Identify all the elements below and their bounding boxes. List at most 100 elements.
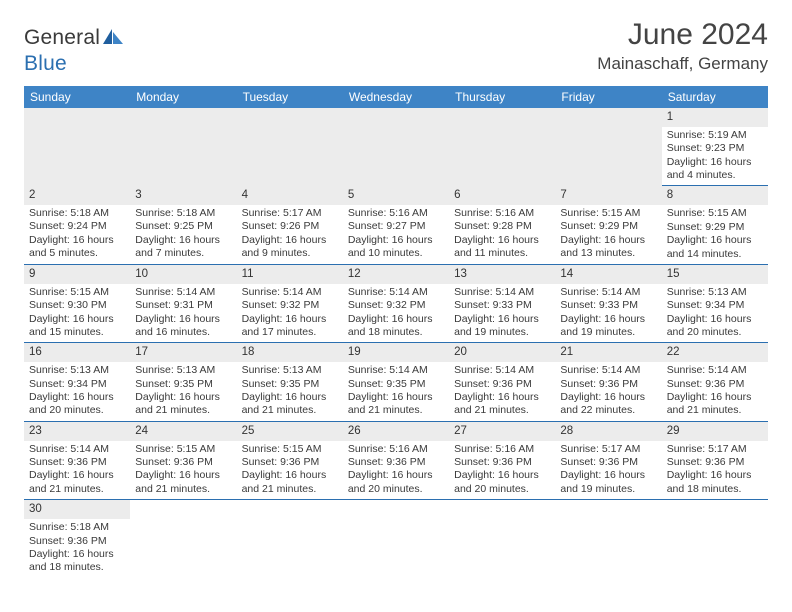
sunrise-text: Sunrise: 5:15 AM <box>560 207 656 220</box>
daylight-text: Daylight: 16 hours <box>29 391 125 404</box>
daylight-text: and 4 minutes. <box>667 169 763 182</box>
calendar-empty-cell <box>130 108 236 186</box>
day-number: 8 <box>662 186 768 205</box>
daylight-text: Daylight: 16 hours <box>29 548 125 561</box>
sunrise-text: Sunrise: 5:14 AM <box>560 286 656 299</box>
sunset-text: Sunset: 9:35 PM <box>135 378 231 391</box>
daylight-text: Daylight: 16 hours <box>454 391 550 404</box>
daylight-text: and 21 minutes. <box>454 404 550 417</box>
calendar-day-cell: 22Sunrise: 5:14 AMSunset: 9:36 PMDayligh… <box>662 343 768 421</box>
day-number: 4 <box>237 186 343 205</box>
calendar-day-cell: 24Sunrise: 5:15 AMSunset: 9:36 PMDayligh… <box>130 421 236 499</box>
calendar-empty-cell <box>555 500 661 578</box>
day-number: 30 <box>24 500 130 519</box>
calendar-day-cell: 26Sunrise: 5:16 AMSunset: 9:36 PMDayligh… <box>343 421 449 499</box>
daylight-text: Daylight: 16 hours <box>454 234 550 247</box>
weekday-header: Monday <box>130 86 236 108</box>
month-title: June 2024 <box>597 18 768 52</box>
sunset-text: Sunset: 9:36 PM <box>348 456 444 469</box>
calendar-day-cell: 25Sunrise: 5:15 AMSunset: 9:36 PMDayligh… <box>237 421 343 499</box>
sunrise-text: Sunrise: 5:17 AM <box>560 443 656 456</box>
sunset-text: Sunset: 9:36 PM <box>454 378 550 391</box>
daylight-text: Daylight: 16 hours <box>560 469 656 482</box>
calendar-day-cell: 4Sunrise: 5:17 AMSunset: 9:26 PMDaylight… <box>237 186 343 264</box>
sunrise-text: Sunrise: 5:16 AM <box>454 443 550 456</box>
daylight-text: Daylight: 16 hours <box>242 469 338 482</box>
day-number: 14 <box>555 265 661 284</box>
calendar-day-cell: 23Sunrise: 5:14 AMSunset: 9:36 PMDayligh… <box>24 421 130 499</box>
day-number: 16 <box>24 343 130 362</box>
day-number: 17 <box>130 343 236 362</box>
sunrise-text: Sunrise: 5:18 AM <box>135 207 231 220</box>
sunset-text: Sunset: 9:36 PM <box>667 456 763 469</box>
day-number: 22 <box>662 343 768 362</box>
calendar-day-cell: 15Sunrise: 5:13 AMSunset: 9:34 PMDayligh… <box>662 264 768 342</box>
sunrise-text: Sunrise: 5:14 AM <box>29 443 125 456</box>
weekday-header: Thursday <box>449 86 555 108</box>
daylight-text: Daylight: 16 hours <box>135 391 231 404</box>
daylight-text: and 19 minutes. <box>560 326 656 339</box>
daylight-text: and 21 minutes. <box>29 483 125 496</box>
calendar-day-cell: 7Sunrise: 5:15 AMSunset: 9:29 PMDaylight… <box>555 186 661 264</box>
daylight-text: Daylight: 16 hours <box>560 313 656 326</box>
daylight-text: and 20 minutes. <box>667 326 763 339</box>
daylight-text: Daylight: 16 hours <box>348 469 444 482</box>
daylight-text: Daylight: 16 hours <box>667 391 763 404</box>
daylight-text: Daylight: 16 hours <box>454 469 550 482</box>
daylight-text: Daylight: 16 hours <box>29 313 125 326</box>
calendar-day-cell: 6Sunrise: 5:16 AMSunset: 9:28 PMDaylight… <box>449 186 555 264</box>
day-number: 9 <box>24 265 130 284</box>
calendar-day-cell: 29Sunrise: 5:17 AMSunset: 9:36 PMDayligh… <box>662 421 768 499</box>
day-details: Sunrise: 5:16 AMSunset: 9:36 PMDaylight:… <box>343 441 449 500</box>
header: GeneralBlue June 2024 Mainaschaff, Germa… <box>24 18 768 76</box>
sunset-text: Sunset: 9:35 PM <box>348 378 444 391</box>
sunrise-text: Sunrise: 5:15 AM <box>29 286 125 299</box>
daylight-text: Daylight: 16 hours <box>667 234 763 247</box>
daylight-text: and 16 minutes. <box>135 326 231 339</box>
sunset-text: Sunset: 9:36 PM <box>560 378 656 391</box>
day-number: 24 <box>130 422 236 441</box>
weekday-header: Friday <box>555 86 661 108</box>
daylight-text: and 21 minutes. <box>135 404 231 417</box>
daylight-text: and 20 minutes. <box>29 404 125 417</box>
sunset-text: Sunset: 9:33 PM <box>454 299 550 312</box>
sunrise-text: Sunrise: 5:15 AM <box>242 443 338 456</box>
calendar-day-cell: 8Sunrise: 5:15 AMSunset: 9:29 PMDaylight… <box>662 186 768 264</box>
day-details: Sunrise: 5:17 AMSunset: 9:36 PMDaylight:… <box>662 441 768 500</box>
sail-icon <box>102 28 124 52</box>
sunrise-text: Sunrise: 5:14 AM <box>454 364 550 377</box>
calendar-day-cell: 2Sunrise: 5:18 AMSunset: 9:24 PMDaylight… <box>24 186 130 264</box>
daylight-text: Daylight: 16 hours <box>135 234 231 247</box>
sunset-text: Sunset: 9:35 PM <box>242 378 338 391</box>
sunrise-text: Sunrise: 5:14 AM <box>135 286 231 299</box>
calendar-day-cell: 3Sunrise: 5:18 AMSunset: 9:25 PMDaylight… <box>130 186 236 264</box>
calendar-day-cell: 10Sunrise: 5:14 AMSunset: 9:31 PMDayligh… <box>130 264 236 342</box>
daylight-text: and 20 minutes. <box>348 483 444 496</box>
calendar-week-row: 30Sunrise: 5:18 AMSunset: 9:36 PMDayligh… <box>24 500 768 578</box>
sunset-text: Sunset: 9:36 PM <box>454 456 550 469</box>
calendar-empty-cell <box>343 108 449 186</box>
day-details: Sunrise: 5:14 AMSunset: 9:36 PMDaylight:… <box>662 362 768 421</box>
calendar-empty-cell <box>555 108 661 186</box>
daylight-text: and 21 minutes. <box>348 404 444 417</box>
daylight-text: Daylight: 16 hours <box>667 156 763 169</box>
calendar-day-cell: 21Sunrise: 5:14 AMSunset: 9:36 PMDayligh… <box>555 343 661 421</box>
sunrise-text: Sunrise: 5:13 AM <box>29 364 125 377</box>
day-details: Sunrise: 5:14 AMSunset: 9:31 PMDaylight:… <box>130 284 236 343</box>
day-number: 15 <box>662 265 768 284</box>
calendar-day-cell: 18Sunrise: 5:13 AMSunset: 9:35 PMDayligh… <box>237 343 343 421</box>
daylight-text: Daylight: 16 hours <box>348 313 444 326</box>
daylight-text: and 18 minutes. <box>348 326 444 339</box>
calendar-day-cell: 9Sunrise: 5:15 AMSunset: 9:30 PMDaylight… <box>24 264 130 342</box>
day-number: 29 <box>662 422 768 441</box>
calendar-day-cell: 20Sunrise: 5:14 AMSunset: 9:36 PMDayligh… <box>449 343 555 421</box>
sunrise-text: Sunrise: 5:18 AM <box>29 207 125 220</box>
sunrise-text: Sunrise: 5:14 AM <box>348 286 444 299</box>
daylight-text: Daylight: 16 hours <box>454 313 550 326</box>
sunrise-text: Sunrise: 5:14 AM <box>454 286 550 299</box>
brand-name: GeneralBlue <box>24 26 124 76</box>
daylight-text: Daylight: 16 hours <box>135 469 231 482</box>
daylight-text: Daylight: 16 hours <box>348 391 444 404</box>
day-details: Sunrise: 5:18 AMSunset: 9:36 PMDaylight:… <box>24 519 130 578</box>
location: Mainaschaff, Germany <box>597 54 768 74</box>
